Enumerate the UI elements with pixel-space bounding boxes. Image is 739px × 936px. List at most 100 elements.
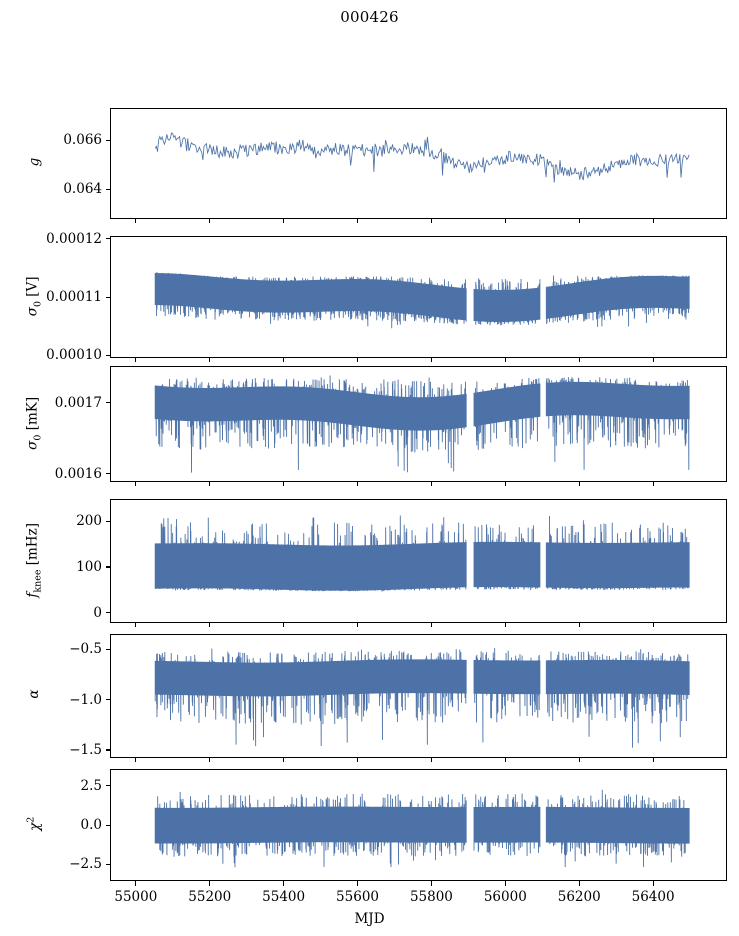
- x-tick-mark: [283, 482, 285, 486]
- y-tick-label: 2.5: [80, 777, 102, 794]
- series-noise-band: [154, 375, 690, 473]
- y-tick-mark: [106, 648, 110, 650]
- x-tick-mark: [356, 219, 359, 223]
- y-axis-label-1: σ0 [V]: [24, 276, 44, 317]
- x-tick-mark: [135, 219, 137, 223]
- x-tick-mark: [283, 219, 285, 223]
- x-tick-mark: [135, 482, 137, 486]
- series-noise-band: [154, 515, 690, 592]
- x-tick-mark: [578, 482, 580, 486]
- x-tick-mark: [283, 881, 285, 886]
- y-tick-label: 0.00011: [46, 289, 102, 305]
- x-tick-label: 55800: [409, 889, 453, 905]
- y-tick-label: 0.0017: [54, 394, 102, 411]
- x-tick-mark: [430, 758, 432, 762]
- y-tick-mark: [106, 785, 110, 787]
- x-tick-mark: [578, 358, 580, 362]
- y-tick-mark: [106, 296, 110, 298]
- x-tick-mark: [652, 881, 654, 886]
- x-tick-mark: [209, 219, 211, 223]
- x-tick-mark: [209, 358, 211, 362]
- x-tick-mark: [356, 623, 359, 627]
- series-noise-band: [154, 271, 690, 329]
- plot-panel-2: [110, 366, 727, 482]
- y-tick-label: −2.5: [69, 856, 102, 873]
- y-axis-label-2: σ0 [mK]: [24, 396, 44, 450]
- x-tick-mark: [578, 623, 580, 627]
- plot-panel-3: [110, 499, 727, 623]
- y-tick-label: 0.00012: [46, 230, 102, 247]
- x-tick-mark: [430, 482, 432, 486]
- y-tick-mark: [106, 749, 110, 751]
- series-noise-band: [154, 789, 690, 868]
- x-tick-mark: [578, 758, 580, 762]
- x-tick-mark: [356, 758, 359, 762]
- y-tick-mark: [106, 188, 110, 190]
- x-tick-mark: [504, 623, 506, 627]
- x-tick-mark: [652, 623, 654, 627]
- x-tick-label: 55000: [114, 889, 158, 905]
- x-tick-mark: [504, 482, 506, 486]
- plot-panel-0: [110, 108, 727, 219]
- y-tick-label: 0.00010: [46, 347, 102, 364]
- x-tick-mark: [135, 881, 137, 886]
- x-tick-label: 56200: [557, 889, 601, 905]
- x-tick-mark: [283, 623, 285, 627]
- x-tick-label: 56400: [631, 889, 675, 905]
- y-tick-mark: [106, 238, 110, 240]
- y-tick-label: 0: [93, 604, 102, 621]
- y-tick-label: −1.5: [69, 741, 102, 758]
- x-tick-mark: [504, 881, 506, 886]
- y-tick-label: 200: [76, 513, 102, 530]
- y-tick-mark: [106, 824, 110, 826]
- x-tick-mark: [209, 758, 211, 762]
- x-tick-mark: [356, 358, 359, 362]
- y-tick-label: 0.0: [80, 817, 102, 833]
- y-tick-mark: [106, 402, 110, 404]
- x-axis-label: MJD: [354, 911, 385, 927]
- y-tick-mark: [106, 473, 110, 475]
- y-tick-label: 0.064: [63, 181, 102, 198]
- y-axis-label-4: α: [26, 689, 42, 699]
- x-tick-mark: [209, 623, 211, 627]
- x-tick-mark: [356, 881, 359, 886]
- x-tick-mark: [430, 219, 432, 223]
- x-tick-mark: [283, 358, 285, 362]
- y-axis-label-3: fknee [mHz]: [24, 523, 44, 598]
- x-tick-mark: [652, 758, 654, 762]
- x-tick-mark: [209, 881, 211, 886]
- x-tick-label: 55600: [336, 889, 380, 905]
- x-tick-mark: [504, 358, 506, 362]
- x-tick-label: 56000: [483, 889, 527, 905]
- series-line: [154, 132, 690, 183]
- y-tick-label: 0.066: [63, 132, 102, 149]
- x-tick-mark: [356, 482, 359, 486]
- x-tick-mark: [209, 482, 211, 486]
- y-tick-mark: [106, 699, 110, 701]
- y-tick-mark: [106, 566, 110, 568]
- y-tick-mark: [106, 863, 110, 866]
- plot-panel-5: [110, 769, 727, 881]
- figure-title: 000426: [340, 8, 399, 26]
- x-tick-label: 55200: [188, 889, 232, 905]
- plot-panel-1: [110, 236, 727, 358]
- x-tick-mark: [504, 758, 506, 762]
- plot-panel-4: [110, 634, 727, 758]
- x-tick-label: 55400: [262, 889, 306, 905]
- x-tick-mark: [504, 219, 506, 223]
- y-tick-mark: [106, 520, 110, 522]
- y-tick-mark: [106, 354, 110, 356]
- x-tick-mark: [135, 623, 137, 627]
- series-noise-band: [154, 648, 690, 748]
- y-axis-label-5: χ2: [25, 816, 43, 831]
- x-tick-mark: [652, 482, 654, 486]
- x-tick-mark: [652, 358, 654, 362]
- x-tick-mark: [430, 623, 432, 627]
- x-tick-mark: [578, 881, 580, 886]
- y-tick-label: −1.0: [69, 691, 102, 708]
- y-tick-label: −0.5: [69, 641, 102, 658]
- x-tick-mark: [430, 881, 432, 886]
- x-tick-mark: [135, 758, 137, 762]
- x-tick-mark: [135, 358, 137, 362]
